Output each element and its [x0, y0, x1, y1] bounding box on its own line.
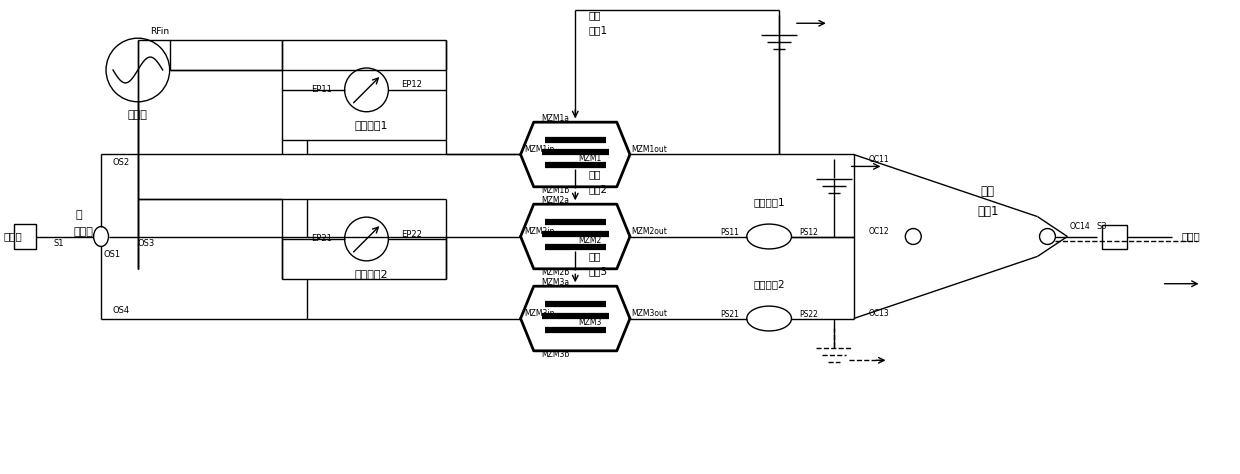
- Text: MZM3: MZM3: [579, 318, 601, 327]
- Text: 直流: 直流: [589, 169, 601, 179]
- Text: 光耦: 光耦: [981, 185, 994, 198]
- Text: OS3: OS3: [138, 239, 155, 248]
- Text: MZM2in: MZM2in: [525, 227, 556, 236]
- Text: MZM2a: MZM2a: [542, 196, 569, 205]
- Text: PS22: PS22: [799, 310, 818, 319]
- Text: MZM1in: MZM1in: [525, 145, 556, 154]
- Ellipse shape: [93, 227, 109, 246]
- Text: MZM1a: MZM1a: [542, 114, 569, 123]
- Text: 光: 光: [76, 210, 83, 219]
- Text: OS2: OS2: [113, 158, 130, 167]
- Text: PS21: PS21: [720, 310, 739, 319]
- Text: PS12: PS12: [799, 228, 818, 237]
- Text: EP11: EP11: [311, 85, 331, 94]
- Text: RFin: RFin: [150, 27, 169, 36]
- Text: OC11: OC11: [868, 155, 889, 164]
- Ellipse shape: [746, 306, 791, 331]
- Text: 合器1: 合器1: [977, 205, 998, 218]
- Circle shape: [905, 228, 921, 245]
- Text: OS4: OS4: [113, 306, 130, 315]
- Text: MZM3in: MZM3in: [525, 309, 556, 318]
- Text: OC13: OC13: [868, 309, 889, 318]
- Text: MZM2b: MZM2b: [542, 268, 569, 277]
- Text: 分束器: 分束器: [73, 227, 93, 237]
- Text: MZM3out: MZM3out: [631, 309, 667, 318]
- Text: EP22: EP22: [402, 229, 422, 238]
- Text: 光输出: 光输出: [1182, 231, 1200, 241]
- Ellipse shape: [746, 224, 791, 249]
- Text: 光输入: 光输入: [4, 231, 22, 241]
- Text: 直流: 直流: [589, 10, 601, 20]
- Text: OC14: OC14: [1069, 222, 1090, 231]
- Text: OS1: OS1: [103, 250, 120, 259]
- Text: MZM1out: MZM1out: [631, 145, 667, 154]
- Text: MZM2out: MZM2out: [631, 227, 667, 236]
- Text: S3: S3: [1097, 222, 1107, 231]
- Text: 电移相器2: 电移相器2: [355, 269, 388, 279]
- Text: MZM2: MZM2: [579, 236, 601, 245]
- Circle shape: [1039, 228, 1055, 245]
- Text: 直流: 直流: [589, 251, 601, 261]
- Text: 电移相器1: 电移相器1: [355, 119, 388, 130]
- Bar: [1102, 225, 1127, 249]
- Text: 光移相器1: 光移相器1: [754, 197, 785, 207]
- Text: MZM3b: MZM3b: [541, 350, 569, 359]
- Text: EP12: EP12: [402, 81, 422, 90]
- Text: OC12: OC12: [868, 227, 889, 236]
- Text: S1: S1: [53, 239, 63, 248]
- Text: 光移相器2: 光移相器2: [754, 279, 785, 289]
- Text: 射频源: 射频源: [128, 109, 148, 120]
- Text: MZM3a: MZM3a: [542, 278, 569, 287]
- Text: EP21: EP21: [311, 235, 331, 244]
- Text: 偏置1: 偏置1: [589, 25, 608, 35]
- Text: MZM1b: MZM1b: [542, 186, 569, 195]
- Text: 偏置2: 偏置2: [589, 184, 608, 194]
- Text: MZM1: MZM1: [579, 154, 601, 163]
- Bar: [14, 224, 36, 249]
- Text: 偏置3: 偏置3: [589, 266, 608, 276]
- Text: PS11: PS11: [720, 228, 739, 237]
